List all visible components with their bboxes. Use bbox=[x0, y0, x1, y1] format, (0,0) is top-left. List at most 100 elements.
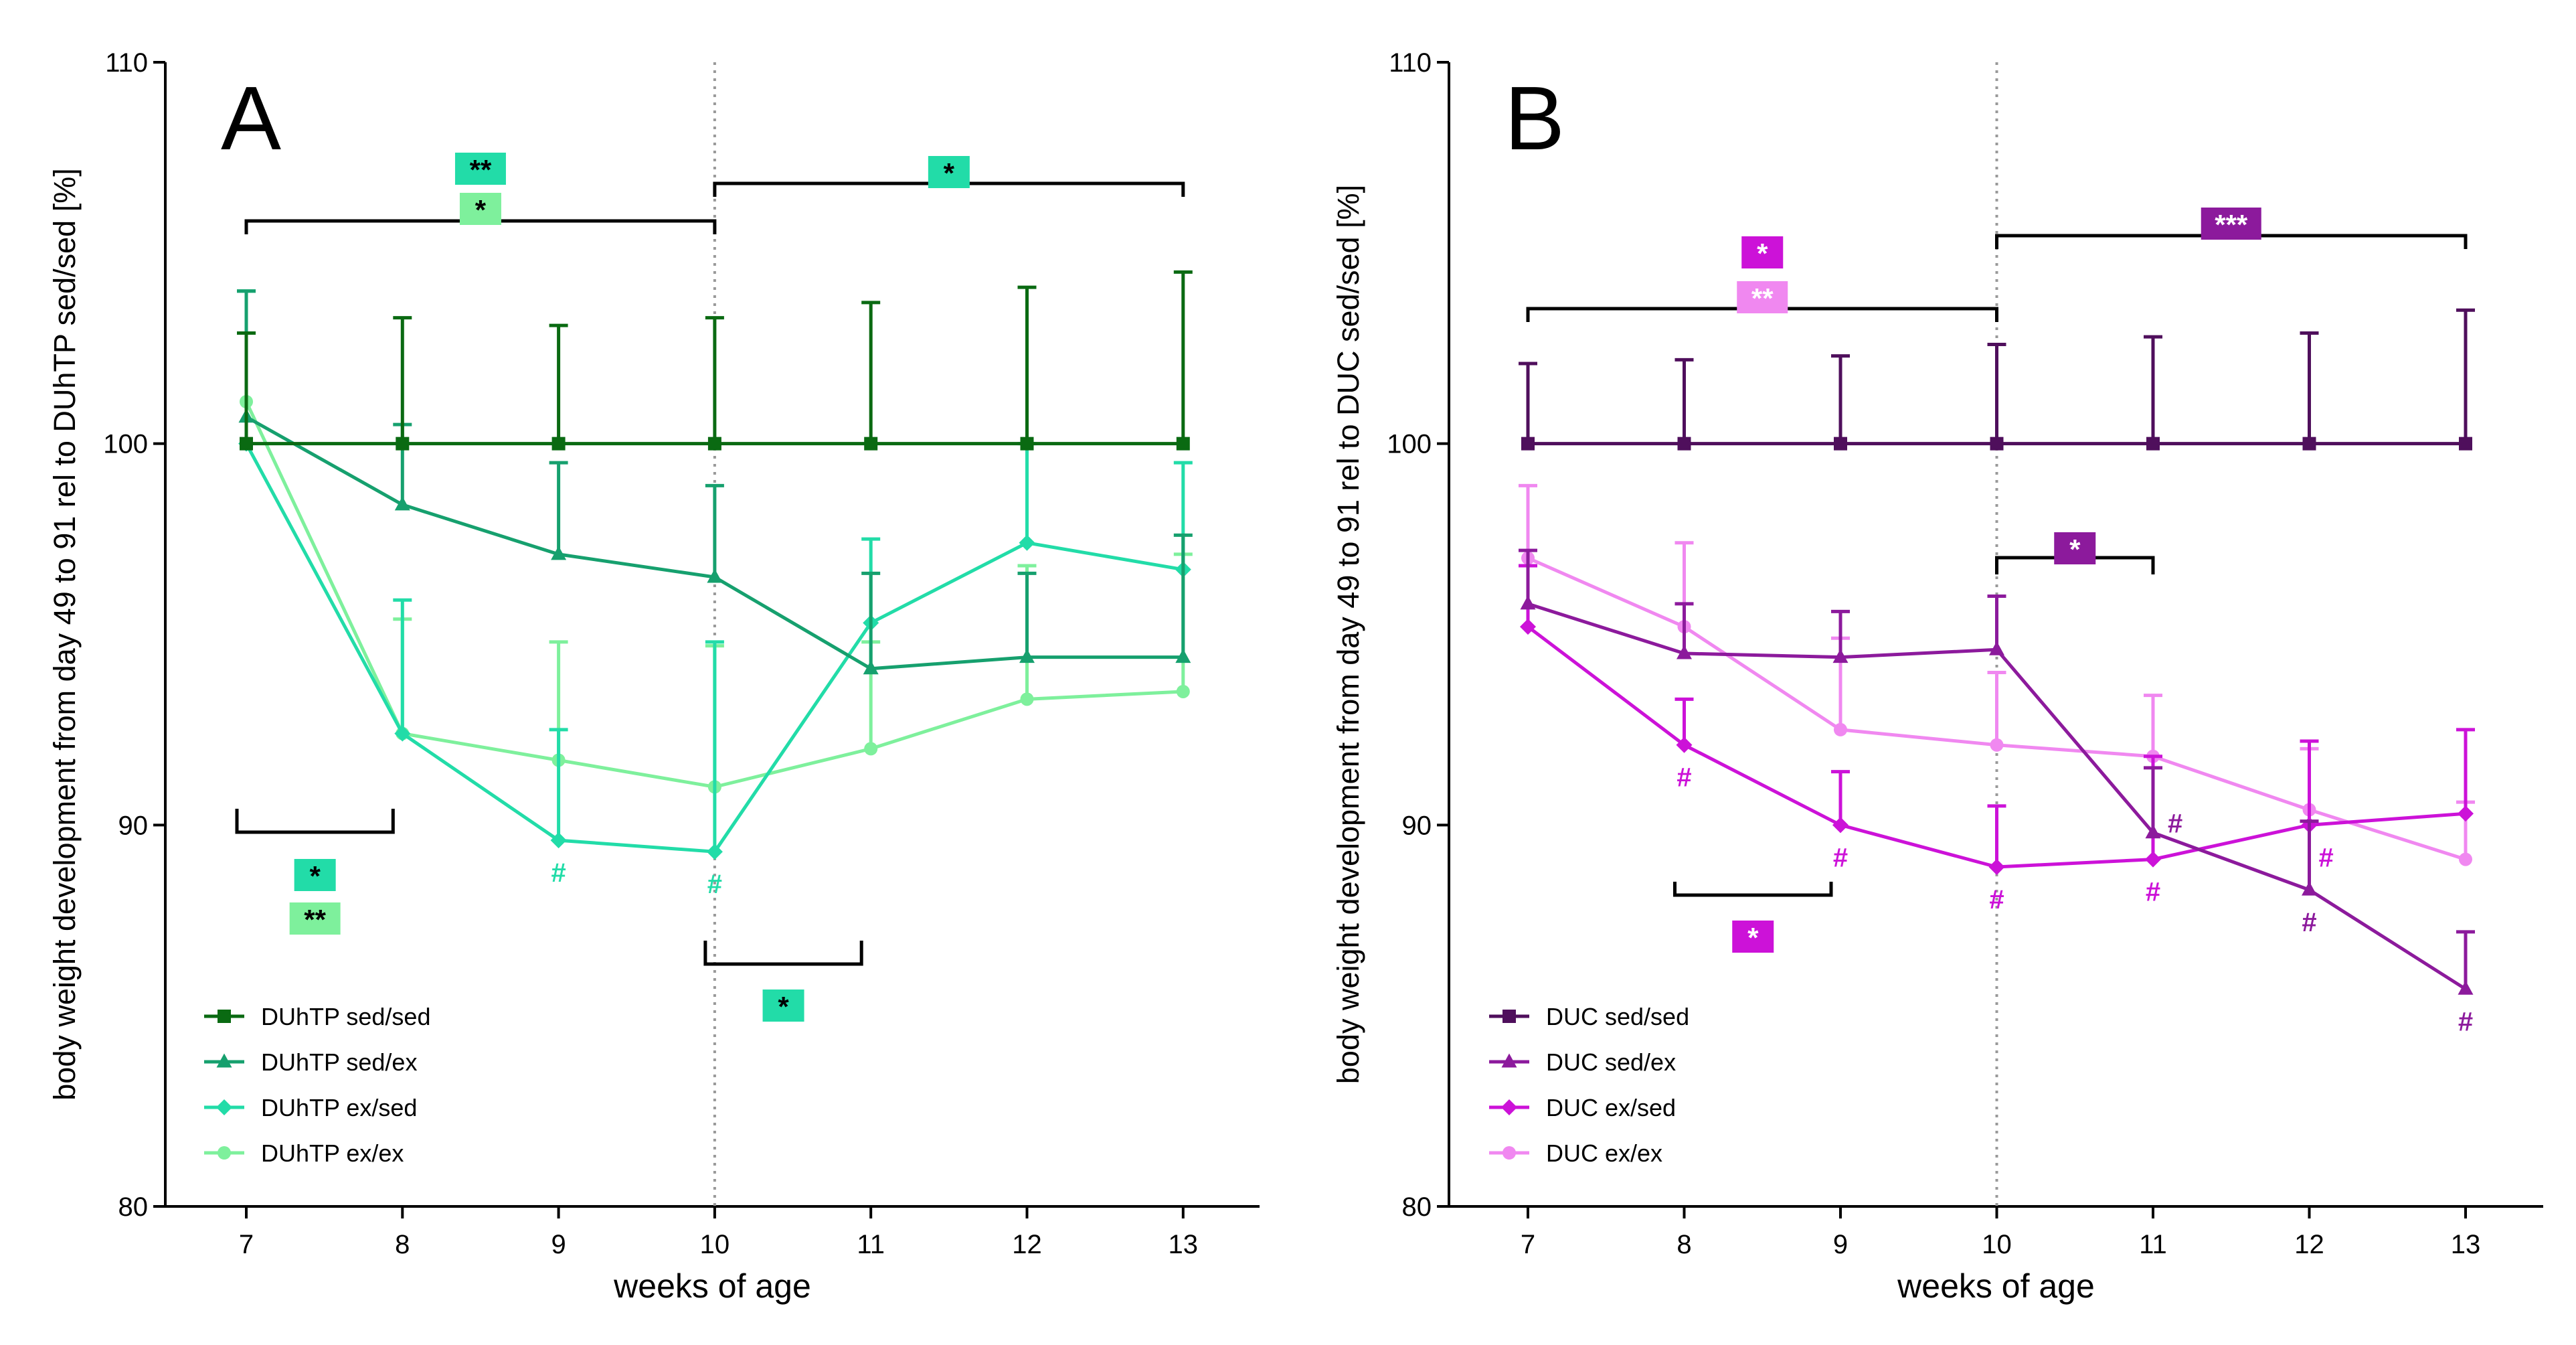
x-tick-label: 11 bbox=[2139, 1230, 2167, 1259]
hash-mark: # bbox=[1677, 763, 1691, 793]
significance-label: * bbox=[309, 860, 321, 892]
data-point bbox=[2302, 437, 2316, 451]
legend-item: DUhTP sed/ex bbox=[204, 1048, 417, 1076]
significance-box bbox=[459, 193, 501, 225]
legend-label: DUhTP ex/ex bbox=[261, 1139, 404, 1167]
data-point bbox=[1019, 534, 1035, 551]
x-tick-label: 12 bbox=[2294, 1230, 2324, 1259]
legend-marker bbox=[1501, 1053, 1517, 1068]
y-tick-label: 80 bbox=[1402, 1192, 1432, 1222]
significance-bracket: * bbox=[1673, 882, 1833, 953]
significance-label: * bbox=[475, 194, 487, 226]
x-tick-label: 12 bbox=[1012, 1230, 1042, 1259]
legend-label: DUhTP sed/sed bbox=[261, 1003, 430, 1030]
bracket-line bbox=[235, 809, 395, 834]
significance-box bbox=[928, 156, 970, 188]
significance-box bbox=[1732, 921, 1774, 953]
y-axis-label: body weight development from day 49 to 9… bbox=[1331, 185, 1365, 1084]
significance-label: * bbox=[2069, 534, 2081, 565]
legend-marker bbox=[1501, 1099, 1517, 1115]
data-point bbox=[1989, 641, 2004, 655]
hash-mark: # bbox=[2302, 908, 2316, 937]
legend-marker bbox=[216, 1099, 232, 1115]
data-point bbox=[2458, 805, 2474, 822]
hash-mark: # bbox=[1833, 843, 1848, 872]
hash-mark: # bbox=[707, 870, 722, 899]
legend-item: DUC ex/sed bbox=[1489, 1094, 1676, 1121]
data-point bbox=[864, 437, 878, 451]
series-duhtp-sed-ex bbox=[237, 289, 1193, 675]
data-point bbox=[2146, 437, 2160, 451]
hash-mark: # bbox=[1989, 885, 2004, 915]
x-tick-label: 8 bbox=[1677, 1230, 1691, 1259]
data-point bbox=[1520, 619, 1536, 635]
x-tick-label: 10 bbox=[1982, 1230, 2012, 1259]
legend-item: DUhTP sed/sed bbox=[204, 1003, 430, 1030]
y-tick-label: 80 bbox=[118, 1192, 149, 1222]
hash-mark: # bbox=[2458, 1007, 2473, 1036]
significance-label: ** bbox=[1751, 283, 1774, 314]
data-point bbox=[2145, 851, 2161, 868]
y-tick-label: 100 bbox=[1387, 430, 1432, 459]
significance-bracket: * bbox=[713, 156, 1185, 197]
data-point bbox=[2459, 852, 2472, 866]
data-point bbox=[1176, 684, 1190, 698]
significance-label: * bbox=[944, 157, 955, 189]
y-tick-label: 110 bbox=[105, 48, 148, 78]
significance-bracket: *** bbox=[244, 153, 717, 234]
y-tick-label: 100 bbox=[103, 430, 148, 459]
hash-mark: # bbox=[2168, 809, 2182, 839]
data-point bbox=[707, 437, 721, 451]
data-point bbox=[1020, 692, 1034, 706]
significance-bracket: * bbox=[703, 941, 863, 1022]
significance-label: ** bbox=[470, 154, 492, 185]
x-tick-label: 13 bbox=[1169, 1230, 1199, 1259]
data-point bbox=[1990, 738, 2004, 752]
y-axis-label: body weight development from day 49 to 9… bbox=[48, 168, 82, 1100]
panel-b-chart: 80 90 100 110 7 8 9 10 11 12 13 weeks of age body we… bbox=[1331, 48, 2543, 1305]
significance-box bbox=[289, 902, 341, 935]
significance-label: * bbox=[778, 991, 789, 1022]
data-point bbox=[1988, 858, 2005, 875]
y-tick-label: 90 bbox=[1402, 811, 1432, 840]
data-point bbox=[1176, 437, 1190, 451]
data-point bbox=[240, 437, 253, 451]
legend-label: DUhTP sed/ex bbox=[261, 1048, 417, 1076]
data-point bbox=[1677, 645, 1692, 659]
significance-box bbox=[454, 153, 506, 185]
x-tick-label: 10 bbox=[700, 1230, 730, 1259]
data-point bbox=[864, 742, 878, 756]
data-point bbox=[2145, 824, 2161, 839]
data-point bbox=[2459, 437, 2472, 451]
x-tick-label: 11 bbox=[857, 1230, 885, 1259]
data-point bbox=[551, 437, 566, 451]
legend: DUhTP sed/sed DUhTP sed/ex DUhTP ex/sed DUh… bbox=[204, 1003, 430, 1167]
legend-item: DUhTP ex/sed bbox=[204, 1094, 417, 1121]
legend-item: DUhTP ex/ex bbox=[204, 1139, 404, 1167]
legend-marker bbox=[218, 1146, 231, 1160]
panel-label: A bbox=[221, 68, 281, 169]
legend-marker bbox=[216, 1053, 232, 1068]
data-point bbox=[863, 660, 879, 675]
legend: DUC sed/sed DUC sed/ex DUC ex/sed DUC ex/ex bbox=[1489, 1003, 1689, 1167]
series-duc-sed-ex bbox=[1519, 548, 2475, 995]
x-tick-label: 8 bbox=[395, 1230, 410, 1259]
legend-label: DUhTP ex/sed bbox=[261, 1094, 417, 1121]
data-point bbox=[396, 437, 410, 451]
data-point bbox=[1677, 437, 1691, 451]
x-tick-label: 9 bbox=[551, 1230, 566, 1259]
significance-box bbox=[1737, 281, 1788, 313]
hash-mark: # bbox=[2146, 878, 2160, 907]
significance-label: ** bbox=[304, 904, 326, 935]
significance-bracket: * bbox=[1995, 532, 2155, 574]
panel-label: B bbox=[1505, 68, 1565, 169]
data-point bbox=[1520, 595, 1536, 610]
significance-label: * bbox=[1757, 238, 1768, 269]
hash-mark: # bbox=[551, 858, 566, 888]
x-tick-label: 9 bbox=[1833, 1230, 1848, 1259]
significance-box bbox=[2201, 208, 2261, 240]
data-point bbox=[1834, 722, 1847, 736]
y-tick-label: 90 bbox=[118, 811, 149, 840]
legend-label: DUC sed/sed bbox=[1546, 1003, 1689, 1030]
